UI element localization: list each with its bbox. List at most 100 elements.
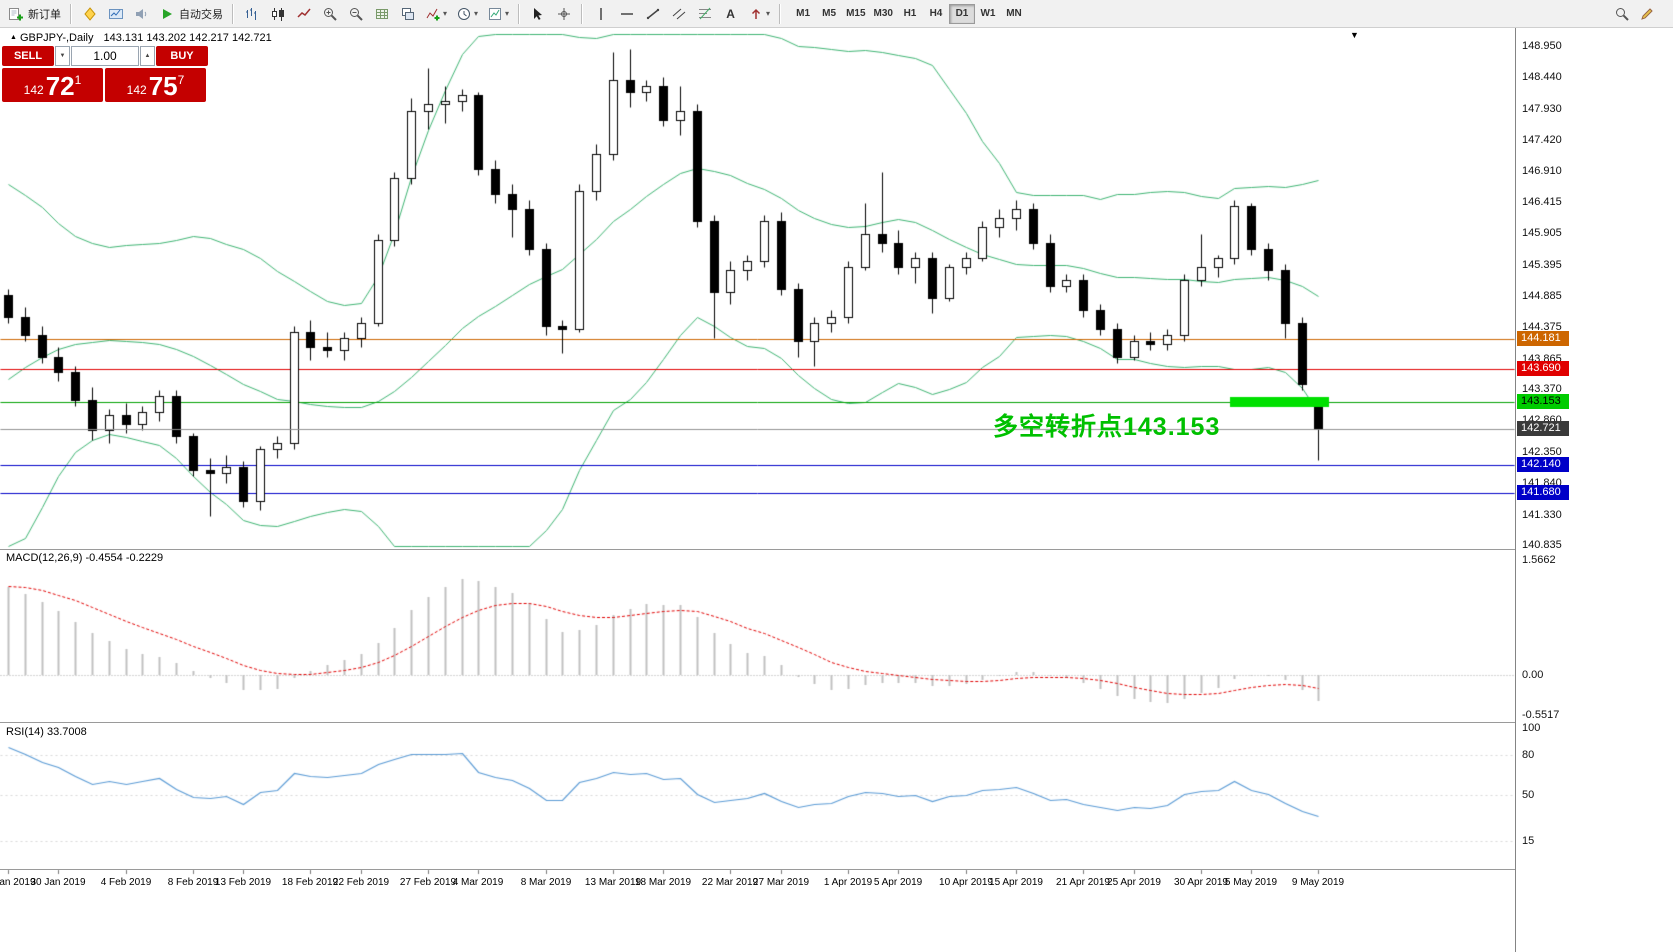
trade-panel-prices: 142 72 1 142 75 7	[2, 68, 208, 102]
zoom-in-icon	[322, 6, 338, 22]
rsi-header: RSI(14) 33.7008	[6, 726, 87, 738]
sell-price-display[interactable]: 142 72 1	[2, 68, 103, 102]
diamond-icon	[82, 6, 98, 22]
timeframe-button-D1[interactable]: D1	[948, 3, 975, 24]
date-label: 13 Feb 2019	[214, 877, 272, 888]
price-tick: 146.415	[1522, 196, 1562, 208]
price-tick: 141.330	[1522, 509, 1562, 521]
caret-down-icon: ▼	[59, 53, 66, 59]
indicators-button[interactable]: ▾	[421, 3, 451, 25]
price-tick: 148.950	[1522, 40, 1562, 52]
mql5-community-button[interactable]	[77, 3, 102, 25]
date-label: 15 Apr 2019	[989, 877, 1043, 888]
caret-up-icon: ▲	[144, 53, 151, 59]
new-order-button[interactable]: 新订单	[4, 3, 65, 25]
volume-decrease-button[interactable]: ▼	[55, 46, 70, 66]
pane-separator[interactable]	[0, 722, 1673, 723]
sell-button[interactable]: SELL	[2, 46, 54, 66]
candlestick-chart-icon	[270, 6, 286, 22]
date-label: 22 Feb 2019	[332, 877, 390, 888]
sell-price-sup: 1	[74, 73, 82, 87]
channel-icon	[671, 6, 687, 22]
periods-button[interactable]: ▾	[452, 3, 482, 25]
auto-trading-button[interactable]: 自动交易	[155, 3, 227, 25]
trendline-icon	[645, 6, 661, 22]
trade-panel-controls: SELL ▼ ▲ BUY	[2, 46, 208, 66]
timeframe-toolbar: M1 M5 M15 M30 H1 H4 D1 W1 MN	[790, 3, 1027, 24]
templates-button[interactable]: ▾	[483, 3, 513, 25]
chart-shift-marker-icon: ▼	[1350, 30, 1359, 40]
main-toolbar: 新订单 自动交易 ▾ ▾ ▾ A ▾ M1 M5 M15 M30 H1 H4 D1 W1 MN	[0, 0, 1673, 28]
chevron-down-icon: ▾	[474, 9, 479, 18]
bar-chart-button[interactable]	[239, 3, 264, 25]
timeframe-button-H4[interactable]: H4	[929, 8, 943, 19]
date-label: 30 Apr 2019	[1174, 877, 1228, 888]
date-label: 1 Apr 2019	[823, 877, 873, 888]
buy-price-big: 75	[148, 71, 178, 101]
buy-price-main: 142	[126, 83, 147, 97]
charts-profile-button[interactable]	[103, 3, 128, 25]
channel-button[interactable]	[666, 3, 691, 25]
price-scale[interactable]: 148.950 148.440 147.930 147.420 146.910 146.4…	[1515, 28, 1673, 952]
rsi-scale-tick: 50	[1522, 789, 1535, 801]
edit-button[interactable]	[1634, 3, 1659, 25]
indicators-icon	[425, 6, 441, 22]
crosshair-icon	[556, 6, 572, 22]
cursor-button[interactable]	[525, 3, 550, 25]
vertical-line-button[interactable]	[588, 3, 613, 25]
timeframe-button-M15[interactable]: M15	[846, 8, 866, 19]
buy-price-display[interactable]: 142 75 7	[105, 68, 206, 102]
speaker-icon	[134, 6, 150, 22]
horizontal-line-button[interactable]	[614, 3, 639, 25]
date-label: 5 Apr 2019	[873, 877, 923, 888]
volume-input[interactable]	[71, 46, 139, 66]
price-tick: 144.885	[1522, 290, 1562, 302]
timeframe-button-H1[interactable]: H1	[903, 8, 917, 19]
vertical-line-icon	[593, 6, 609, 22]
arrow-icon	[748, 6, 764, 22]
alerts-button[interactable]	[129, 3, 154, 25]
pivot-annotation[interactable]: 多空转折点143.153	[993, 413, 1221, 441]
buy-button[interactable]: BUY	[156, 46, 208, 66]
volume-increase-button[interactable]: ▲	[140, 46, 155, 66]
level-price-tag: 143.690	[1517, 361, 1569, 376]
date-label: 18 Mar 2019	[634, 877, 692, 888]
line-chart-button[interactable]	[291, 3, 316, 25]
date-label: 22 Mar 2019	[701, 877, 759, 888]
date-label: 10 Apr 2019	[939, 877, 993, 888]
zoom-out-icon	[348, 6, 364, 22]
level-price-tag: 143.153	[1517, 394, 1569, 409]
candlestick-chart-button[interactable]	[265, 3, 290, 25]
timeframe-button-MN[interactable]: MN	[1006, 8, 1022, 19]
arrows-button[interactable]: ▾	[744, 3, 774, 25]
date-label: 30 Jan 2019	[30, 877, 86, 888]
date-label: 25 Jan 2019	[0, 877, 36, 888]
timeframe-button-W1[interactable]: W1	[980, 8, 996, 19]
zoom-out-button[interactable]	[343, 3, 368, 25]
trendline-button[interactable]	[640, 3, 665, 25]
line-chart-icon	[296, 6, 312, 22]
pane-separator[interactable]	[0, 549, 1673, 550]
timeframe-button-M1[interactable]: M1	[796, 8, 811, 19]
cursor-icon	[530, 6, 546, 22]
price-chart-canvas[interactable]	[0, 28, 1515, 952]
tile-windows-icon	[400, 6, 416, 22]
clock-icon	[456, 6, 472, 22]
date-label: 4 Feb 2019	[100, 877, 152, 888]
grid-button[interactable]	[369, 3, 394, 25]
price-tick: 148.440	[1522, 71, 1562, 83]
zoom-in-button[interactable]	[317, 3, 342, 25]
text-button[interactable]: A	[718, 3, 743, 25]
macd-scale-tick: 0.00	[1522, 669, 1544, 681]
fibonacci-icon	[697, 6, 713, 22]
toolbar-separator	[70, 3, 72, 24]
timeframe-button-M5[interactable]: M5	[822, 8, 837, 19]
timeframe-button-M30[interactable]: M30	[873, 8, 893, 19]
date-label: 5 May 2019	[1224, 877, 1278, 888]
search-button[interactable]	[1609, 3, 1634, 25]
fibonacci-button[interactable]	[692, 3, 717, 25]
price-tick: 145.905	[1522, 227, 1562, 239]
crosshair-button[interactable]	[551, 3, 576, 25]
tile-windows-button[interactable]	[395, 3, 420, 25]
chart-window: ▲ GBPJPY-,Daily 143.131 143.202 142.217 14…	[0, 28, 1673, 952]
